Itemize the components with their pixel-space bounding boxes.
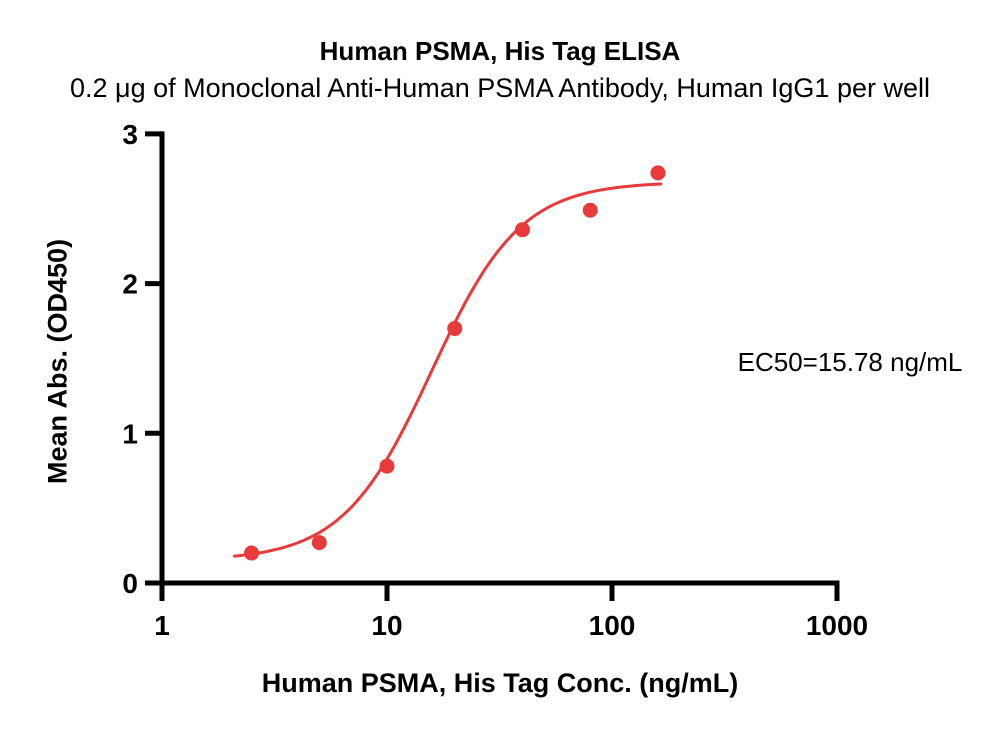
- y-tick-label-0: 0: [122, 568, 138, 599]
- y-tick-label-3: 3: [122, 119, 138, 150]
- x-axis-title: Human PSMA, His Tag Conc. (ng/mL): [261, 668, 739, 698]
- x-tick-label-1: 1: [154, 610, 170, 641]
- x-tick-label-10: 10: [371, 610, 402, 641]
- y-tick-label-1: 1: [122, 418, 138, 449]
- data-point-80ng: [582, 202, 598, 218]
- fit-curve: [233, 182, 663, 558]
- data-point-160ng: [650, 165, 666, 181]
- x-tick-label-100: 100: [589, 610, 636, 641]
- y-tick-label-2: 2: [122, 269, 138, 300]
- ec50-annotation: EC50=15.78 ng/mL: [737, 347, 963, 377]
- data-point-10ng: [379, 458, 395, 474]
- chart-subtitle: 0.2 μg of Monoclonal Anti-Human PSMA Ant…: [69, 73, 930, 103]
- data-point-20ng: [447, 321, 463, 337]
- x-tick-label-1000: 1000: [806, 610, 868, 641]
- data-point-2.5ng: [244, 545, 260, 561]
- y-axis-title: Mean Abs. (OD450): [42, 238, 73, 484]
- chart-title: Human PSMA, His Tag ELISA: [319, 36, 681, 66]
- data-point-40ng: [514, 222, 530, 238]
- data-point-5ng: [311, 535, 327, 551]
